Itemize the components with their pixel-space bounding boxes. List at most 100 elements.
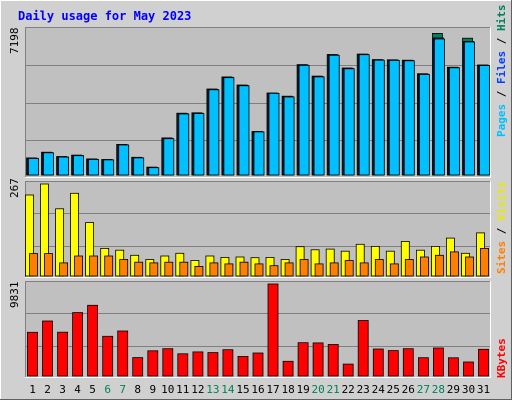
bar-sites-day-13 (209, 262, 219, 277)
x-tick-label-day-6: 6 (104, 383, 111, 396)
bar-sites-day-3 (59, 262, 68, 277)
bar-sites-day-31 (480, 247, 489, 277)
bar-sites-day-25 (389, 263, 399, 277)
bar-pages-day-2 (43, 152, 54, 176)
legend-files: Files (495, 51, 508, 84)
bar-pages-day-15 (238, 85, 250, 176)
x-tick-label-day-28: 28 (432, 383, 445, 396)
x-tick-label-day-16: 16 (251, 383, 264, 396)
bar-sites-day-5 (89, 255, 98, 277)
x-tick-label-day-29: 29 (447, 383, 460, 396)
bar-pages-day-31 (479, 65, 490, 176)
legend-hits: Hits (495, 5, 508, 32)
bar-sites-day-27 (419, 256, 429, 277)
bar-kbytes-day-27 (417, 357, 429, 377)
bar-sites-day-30 (465, 256, 474, 277)
x-tick-label-day-15: 15 (236, 383, 249, 396)
bar-kbytes-day-9 (147, 350, 159, 377)
legend-separator-3: / (495, 221, 508, 241)
bar-sites-day-14 (224, 263, 234, 277)
bar-pages-day-19 (298, 65, 310, 176)
middle-panel-max-label: 267 (8, 178, 21, 198)
bar-pages-day-28 (433, 38, 445, 176)
x-tick-label-day-9: 9 (149, 383, 156, 396)
bottom-panel-max-label: 9831 (8, 282, 21, 309)
x-tick-label-day-19: 19 (296, 383, 309, 396)
bar-sites-day-20 (314, 263, 324, 277)
x-tick-label-day-5: 5 (89, 383, 96, 396)
bar-kbytes-day-24 (372, 348, 384, 377)
bar-pages-day-11 (178, 113, 190, 176)
legend-kbytes: KBytes (495, 338, 508, 378)
bottom-legend: KBytes (495, 338, 508, 378)
bar-kbytes-day-14 (222, 349, 234, 377)
bar-kbytes-day-4 (72, 312, 83, 377)
bar-pages-day-22 (343, 68, 355, 176)
x-tick-label-day-23: 23 (357, 383, 370, 396)
legend-separator-1: / (495, 84, 508, 104)
bar-kbytes-day-2 (42, 320, 53, 377)
x-tick-label-day-26: 26 (402, 383, 415, 396)
bar-kbytes-day-23 (357, 320, 369, 377)
bar-pages-day-30 (464, 41, 475, 176)
top-panel-max-label: 7198 (8, 28, 21, 55)
middle-legend: Sites / Visits (495, 181, 508, 274)
x-tick-label-day-2: 2 (44, 383, 51, 396)
bar-kbytes-day-12 (192, 351, 204, 377)
bar-sites-day-28 (434, 254, 444, 277)
x-tick-label-day-4: 4 (74, 383, 81, 396)
legend-pages: Pages (495, 104, 508, 137)
bar-kbytes-day-21 (327, 343, 339, 377)
x-tick-label-day-24: 24 (372, 383, 386, 396)
bar-marks (25, 33, 490, 377)
bar-kbytes-day-19 (297, 342, 309, 377)
bar-pages-day-27 (418, 74, 430, 176)
bar-kbytes-day-1 (27, 331, 38, 377)
x-tick-label-day-17: 17 (266, 383, 279, 396)
bar-sites-day-21 (329, 262, 339, 277)
bar-pages-day-26 (403, 60, 415, 176)
bar-sites-day-19 (299, 259, 309, 277)
bar-pages-day-10 (163, 138, 175, 176)
x-tick-label-day-1: 1 (29, 383, 36, 396)
bar-kbytes-day-3 (57, 331, 68, 377)
bar-pages-day-14 (223, 77, 235, 176)
bar-pages-day-1 (28, 158, 39, 176)
bar-pages-day-18 (283, 96, 295, 176)
bar-pages-day-17 (268, 93, 280, 176)
bar-pages-day-3 (58, 156, 69, 176)
bar-kbytes-day-11 (177, 353, 189, 377)
bar-kbytes-day-31 (478, 348, 489, 377)
x-tick-label-day-18: 18 (281, 383, 294, 396)
x-tick-label-day-27: 27 (417, 383, 430, 396)
bar-kbytes-day-15 (237, 355, 249, 377)
bar-pages-day-9 (148, 167, 160, 176)
bar-kbytes-day-18 (282, 360, 294, 377)
legend-separator-2: / (495, 31, 508, 51)
x-tick-label-day-20: 20 (311, 383, 324, 396)
bar-sites-day-12 (194, 265, 204, 277)
bar-pages-day-20 (313, 76, 325, 176)
bar-kbytes-day-13 (207, 352, 219, 377)
bar-kbytes-day-16 (252, 352, 264, 377)
bar-kbytes-day-30 (463, 361, 474, 377)
bar-kbytes-day-5 (87, 304, 98, 377)
bar-sites-day-7 (119, 259, 129, 277)
bar-kbytes-day-25 (387, 350, 399, 377)
x-axis-day-labels: 1 2 3 4 5 6 7 8 9 10 11 12 13 14 15 16 17 18 19 20 21 22 23 24 2… (29, 383, 490, 396)
bar-sites-day-8 (134, 261, 144, 277)
bar-kbytes-day-7 (117, 330, 129, 377)
bar-sites-day-10 (164, 261, 174, 277)
bar-kbytes-day-17 (267, 283, 279, 377)
bar-sites-day-18 (284, 262, 294, 277)
chart-title: Daily usage for May 2023 (18, 9, 191, 23)
bar-sites-day-26 (404, 259, 414, 277)
bar-kbytes-day-28 (432, 347, 444, 377)
bar-kbytes-day-8 (132, 357, 144, 377)
bar-pages-day-13 (208, 89, 220, 176)
bar-sites-day-1 (29, 253, 38, 277)
top-legend: Pages / Files / Hits (495, 5, 508, 138)
x-tick-label-day-25: 25 (387, 383, 400, 396)
x-tick-label-day-14: 14 (221, 383, 235, 396)
bar-sites-day-2 (44, 253, 53, 277)
